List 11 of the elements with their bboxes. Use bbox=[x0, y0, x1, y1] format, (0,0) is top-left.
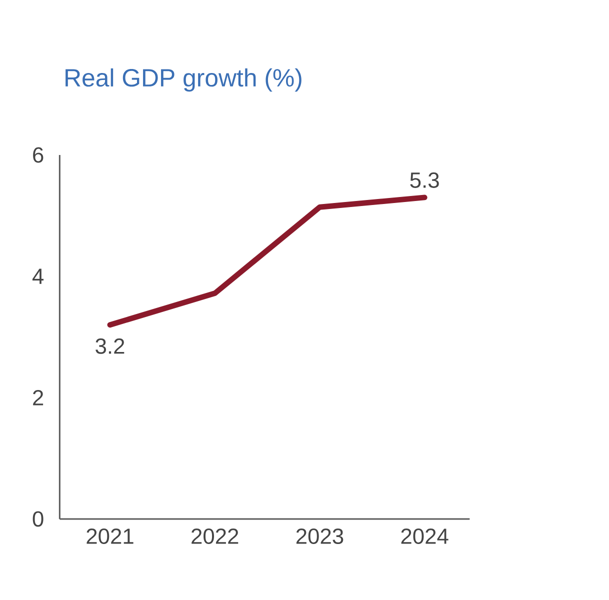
x-tick-label: 2022 bbox=[192, 528, 238, 544]
y-tick-label: 4 bbox=[32, 268, 44, 284]
y-tick-label: 2 bbox=[33, 390, 44, 406]
x-tick-label: 2024 bbox=[401, 528, 448, 544]
data-label: 5.3 bbox=[410, 172, 439, 188]
y-tick-label: 0 bbox=[32, 511, 44, 527]
x-tick-label: 2023 bbox=[296, 528, 344, 544]
y-tick-label: 6 bbox=[33, 147, 44, 163]
chart-title: Real GDP growth (%) bbox=[66, 68, 302, 92]
x-tick-label: 2021 bbox=[86, 528, 134, 544]
data-label: 3.2 bbox=[96, 338, 124, 354]
